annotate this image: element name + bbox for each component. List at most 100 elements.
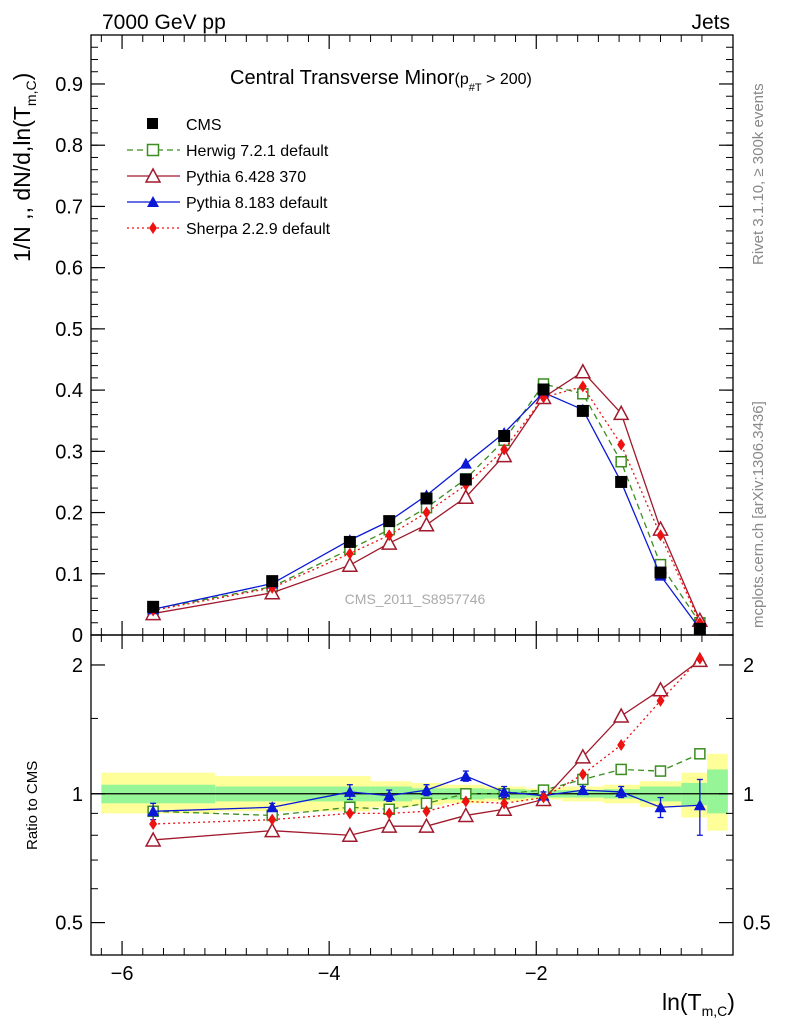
point-pythia6 (341, 556, 359, 572)
point-herwig (615, 455, 627, 468)
ratio-line-sherpa (153, 658, 701, 825)
point-cms (420, 492, 433, 505)
y-tick-label-main: 0.6 (55, 258, 83, 280)
analysis-watermark: CMS_2011_S8957746 (345, 591, 486, 607)
point-sherpa (422, 506, 431, 519)
point-ratio-pythia8 (693, 799, 706, 811)
chart-title: Central Transverse Minor(p#T > 200) (230, 67, 532, 94)
point-sherpa (617, 438, 626, 451)
point-ratio-pythia8 (459, 770, 472, 782)
legend-label-herwig: Herwig 7.2.1 default (186, 143, 329, 160)
y-tick-label-main: 0.2 (55, 503, 83, 525)
point-ratio-sherpa (422, 805, 431, 818)
point-cms (498, 430, 511, 443)
y-tick-label-main: 0.9 (55, 74, 83, 96)
series-line-pythia6 (153, 370, 701, 621)
point-ratio-pythia8 (266, 801, 279, 813)
point-ratio-pythia8 (383, 789, 396, 801)
y-tick-label-main: 0.4 (55, 380, 83, 402)
point-cms (343, 535, 356, 548)
header-right: Jets (691, 11, 730, 34)
point-pythia6 (612, 404, 630, 421)
point-sherpa (385, 529, 394, 542)
point-cms (383, 515, 396, 528)
y-tick-label-ratio-right: 1 (743, 784, 754, 806)
series-cms (147, 383, 706, 635)
x-tick-label: −6 (111, 963, 134, 985)
point-ratio-pythia6 (612, 707, 630, 723)
y-axis-label-main: 1/N ,, dN/d,ln(Tm,C) (9, 73, 39, 262)
y-tick-label-main: 0.7 (55, 196, 83, 218)
point-sherpa (656, 529, 665, 542)
point-ratio-herwig (694, 748, 706, 760)
point-cms (147, 600, 160, 613)
axes: 0 0.1 0.2 0.3 0.4 0.5 0.6 0.7 0.8 0.9 0.5 0.5 1 1 2 2 −6… (55, 35, 771, 985)
y-tick-label-ratio-right: 0.5 (743, 913, 771, 935)
point-cms (615, 475, 628, 488)
series-line-herwig (153, 383, 701, 624)
point-ratio-sherpa (539, 791, 548, 804)
point-pythia6 (418, 516, 435, 532)
legend-item-herwig: Herwig 7.2.1 default (127, 143, 329, 160)
point-ratio-herwig (615, 763, 627, 776)
ratio-line-pythia8 (153, 775, 700, 812)
point-ratio-sherpa (695, 652, 704, 665)
y-tick-label-main: 0.8 (55, 135, 83, 157)
legend-item-cms: CMS (147, 117, 222, 134)
point-pythia8 (459, 457, 472, 469)
y-tick-label-ratio: 2 (72, 655, 83, 677)
point-ratio-pythia8 (147, 805, 160, 817)
point-cms (654, 566, 667, 579)
point-ratio-pythia8 (576, 784, 589, 796)
series-line-sherpa (153, 385, 701, 624)
point-cms (693, 622, 706, 635)
point-pythia6 (380, 534, 398, 550)
x-tick-label: −2 (525, 963, 548, 985)
point-ratio-pythia6 (263, 822, 281, 838)
legend-label-sherpa: Sherpa 2.2.9 default (186, 221, 331, 238)
y-tick-label-main: 0.3 (55, 441, 83, 463)
x-axis-label: ln(Tm,C) (662, 989, 735, 1019)
legend-label-pythia6: Pythia 6.428 370 (186, 169, 306, 186)
legend-item-pythia8: Pythia 8.183 default (127, 195, 328, 212)
point-ratio-herwig (654, 765, 667, 777)
legend-label-cms: CMS (186, 117, 222, 134)
y-tick-label-main: 0 (72, 625, 83, 647)
rivet-label: Rivet 3.1.10, ≥ 300k events (750, 83, 767, 265)
y-tick-label-main: 0.5 (55, 319, 83, 341)
legend-marker-sherpa (149, 222, 157, 234)
series-line-pythia8 (152, 391, 701, 630)
point-pythia6 (574, 363, 592, 379)
band-1sigma (707, 769, 728, 814)
header-left: 7000 GeV pp (102, 11, 226, 34)
point-ratio-pythia6 (574, 748, 592, 764)
point-cms (537, 383, 550, 396)
x-tick-label: −4 (318, 963, 341, 985)
point-ratio-sherpa (268, 813, 277, 826)
legend-marker-pythia6 (144, 167, 162, 183)
point-ratio-pythia8 (498, 785, 511, 797)
point-ratio-sherpa (500, 797, 509, 810)
y-tick-label-ratio: 0.5 (55, 913, 83, 935)
point-ratio-sherpa (617, 739, 626, 752)
point-cms (576, 404, 589, 417)
point-cms (266, 575, 279, 588)
point-ratio-sherpa (461, 795, 470, 808)
y-tick-label-main: 0.1 (55, 564, 83, 586)
point-ratio-pythia8 (420, 784, 433, 796)
point-sherpa (500, 443, 509, 456)
point-ratio-sherpa (385, 807, 394, 820)
mcplots-label: mcplots.cern.ch [arXiv:1306.3436] (750, 401, 767, 628)
ratio-line-pythia6 (153, 659, 701, 841)
point-cms (459, 473, 472, 486)
point-ratio-sherpa (656, 694, 665, 707)
point-ratio-pythia8 (343, 785, 356, 797)
point-sherpa (345, 547, 354, 560)
y-tick-label-ratio: 1 (72, 784, 83, 806)
legend-marker-herwig (146, 143, 160, 157)
point-ratio-sherpa (578, 768, 587, 781)
point-ratio-pythia8 (654, 801, 667, 813)
legend-label-pythia8: Pythia 8.183 default (186, 195, 328, 212)
legend-item-pythia6: Pythia 6.428 370 (127, 167, 306, 186)
point-ratio-sherpa (149, 817, 158, 830)
